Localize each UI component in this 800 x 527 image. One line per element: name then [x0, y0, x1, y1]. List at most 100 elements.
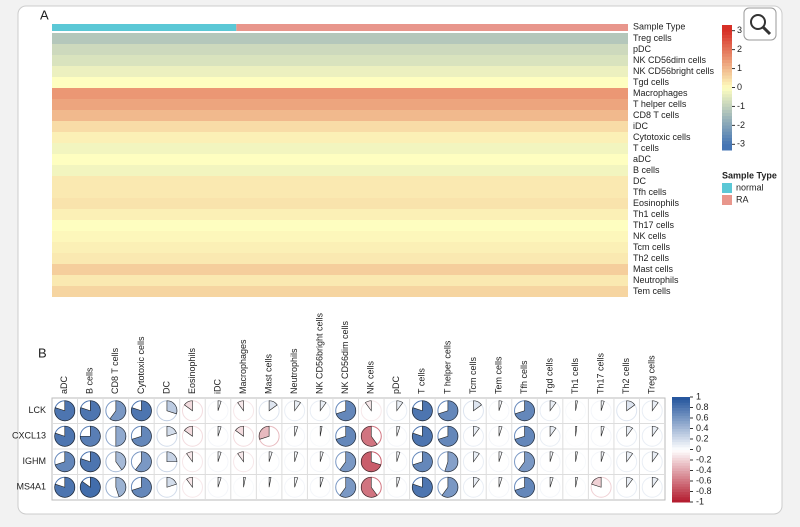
colorbar-step	[672, 446, 690, 450]
pie-slice	[651, 451, 659, 463]
heatmap-row	[52, 264, 628, 275]
colorbar-step	[672, 462, 690, 466]
colorbar-step	[672, 457, 690, 461]
colorbar-step	[672, 478, 690, 482]
zoom-button[interactable]	[743, 7, 777, 41]
pie-slice	[319, 400, 327, 412]
colorbar-label: 1	[737, 63, 742, 73]
pie-slice	[237, 400, 244, 412]
column-label: iDC	[212, 379, 222, 394]
row-label: DC	[633, 176, 646, 186]
pie-slice	[166, 476, 177, 488]
legend-title: Sample Type	[722, 170, 777, 180]
colorbar-step	[672, 460, 690, 464]
pie-slice	[268, 451, 273, 462]
colorbar-step	[722, 146, 732, 151]
pie-slice	[268, 476, 272, 488]
pie-slice	[412, 425, 433, 447]
pie-slice	[364, 400, 372, 412]
pie-slice	[80, 451, 101, 472]
column-label: Cytotoxic cells	[136, 336, 146, 394]
zoom-frame[interactable]	[743, 7, 777, 41]
row-label: Tem cells	[633, 286, 671, 296]
annotation-bar	[52, 24, 237, 31]
pie-slice	[294, 400, 301, 412]
heatmap-row	[52, 242, 628, 253]
column-label: Mast cells	[263, 353, 273, 394]
row-label: iDC	[633, 121, 648, 131]
colorbar-step	[722, 128, 732, 132]
colorbar-step	[672, 444, 690, 448]
colorbar-step	[672, 473, 690, 477]
colorbar-label: -2	[737, 120, 745, 130]
colorbar-step	[722, 131, 732, 135]
colorbar-step	[722, 90, 732, 95]
pie-slice	[549, 476, 554, 488]
row-label: CXCL13	[12, 431, 46, 441]
heatmap-row	[52, 110, 628, 121]
colorbar-label: 0.8	[696, 402, 709, 412]
colorbar-step	[672, 465, 690, 469]
column-label: aDC	[59, 375, 69, 394]
pie-slice	[131, 476, 152, 498]
colorbar-step	[722, 118, 732, 123]
pie-slice	[498, 425, 503, 437]
pie-slice	[473, 425, 480, 438]
pie-slice	[339, 476, 357, 498]
colorbar-step	[722, 40, 732, 45]
pie-slice	[217, 476, 222, 488]
zoom-lens[interactable]	[750, 14, 766, 30]
colorbar-step	[722, 103, 732, 107]
colorbar-step	[722, 115, 732, 120]
pie-slice	[166, 451, 178, 463]
pie-slice	[360, 425, 378, 447]
colorbar-step	[672, 436, 690, 440]
pie-slice	[441, 476, 459, 498]
pie-slice	[186, 451, 193, 463]
heatmap-row	[52, 275, 628, 286]
colorbar-step	[722, 50, 732, 54]
colorbar-step	[672, 488, 690, 492]
colorbar-step	[722, 43, 732, 48]
pie-slice	[591, 476, 602, 488]
row-label: B cells	[633, 165, 660, 175]
colorbar-label: 0	[737, 82, 742, 92]
colorbar-step	[722, 134, 732, 138]
pie-slice	[131, 400, 152, 421]
column-label: CD8 T cells	[110, 347, 120, 394]
zoom-handle[interactable]	[761, 25, 772, 36]
row-label: Tgd cells	[633, 77, 670, 87]
pie-slice	[294, 476, 299, 488]
colorbar-step	[722, 84, 732, 88]
colorbar-step	[672, 412, 690, 416]
pie-slice	[473, 476, 480, 489]
legend-swatch	[722, 183, 732, 193]
pie-slice	[319, 451, 324, 462]
heatmap-row	[52, 187, 628, 198]
row-label: Macrophages	[633, 88, 688, 98]
pie-slice	[626, 400, 636, 412]
colorbar-step	[672, 452, 690, 456]
colorbar-step	[672, 399, 690, 403]
pie-slice	[575, 451, 578, 462]
heatmap-row	[52, 44, 628, 55]
colorbar-step	[722, 46, 732, 51]
column-label: T helper cells	[442, 340, 452, 394]
pie-slice	[514, 400, 535, 422]
pie-slice	[396, 476, 401, 488]
colorbar-step	[672, 433, 690, 437]
column-label: Th1 cells	[570, 357, 580, 394]
pie-slice	[183, 425, 193, 437]
pie-slice	[626, 451, 633, 463]
heatmap-row	[52, 77, 628, 88]
column-label: NK cells	[366, 360, 376, 394]
colorbar-label: -0.6	[696, 475, 712, 485]
pie-slice	[243, 476, 246, 488]
colorbar-step	[722, 75, 732, 79]
heatmap-row	[52, 55, 628, 66]
colorbar-step	[722, 109, 732, 113]
pie-slice	[600, 425, 605, 437]
colorbar-step	[722, 31, 732, 35]
pie-slice	[626, 425, 633, 438]
